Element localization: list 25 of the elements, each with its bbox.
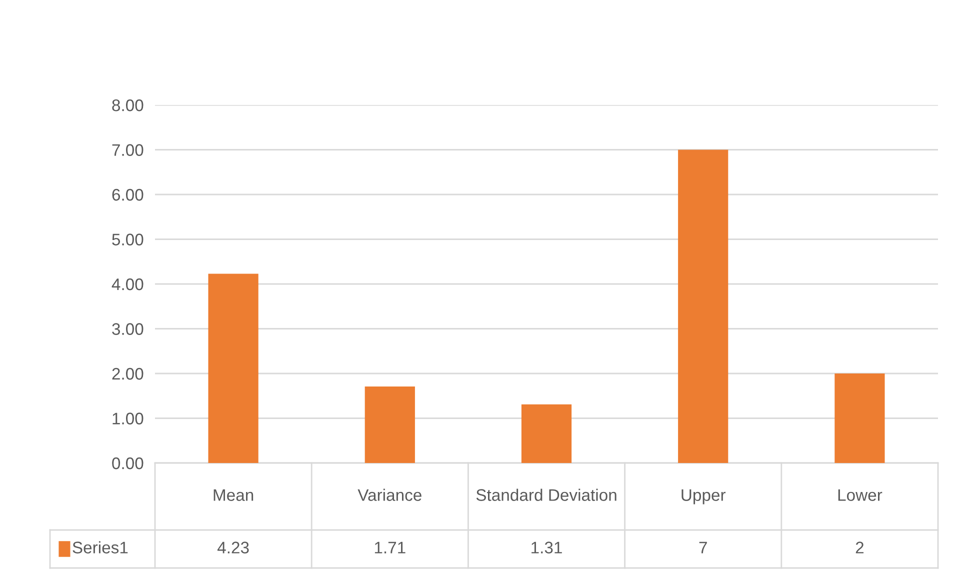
bar [364, 386, 415, 463]
x-tick-label: Standard Deviation [476, 488, 616, 501]
data-label: 1.31 [532, 542, 562, 554]
y-tick-label: 7.00 [112, 144, 144, 156]
legend-label: Series1 [72, 541, 128, 554]
x-tick-label: Variance [358, 488, 422, 501]
y-tick-label: 8.00 [112, 99, 144, 112]
x-tick-label: Mean [214, 489, 254, 501]
y-tick-label: 1.00 [112, 412, 144, 424]
bar [834, 374, 885, 463]
y-tick-label: 6.00 [112, 188, 144, 201]
y-tick-label: 4.00 [112, 278, 144, 290]
data-label: 1.71 [374, 542, 406, 554]
data-label: 4.23 [217, 542, 249, 554]
x-tick-label: Upper [682, 489, 726, 504]
x-tick-label: Lower [838, 489, 882, 501]
y-tick-label: 5.00 [112, 234, 144, 246]
data-label: 2 [856, 542, 864, 554]
bar [678, 150, 728, 463]
data-label: 7 [699, 542, 707, 554]
bar [208, 274, 258, 463]
y-tick-label: 0.00 [112, 457, 144, 470]
bar [521, 404, 572, 463]
y-tick-label: 2.00 [112, 368, 144, 380]
y-tick-label: 3.00 [112, 323, 144, 335]
